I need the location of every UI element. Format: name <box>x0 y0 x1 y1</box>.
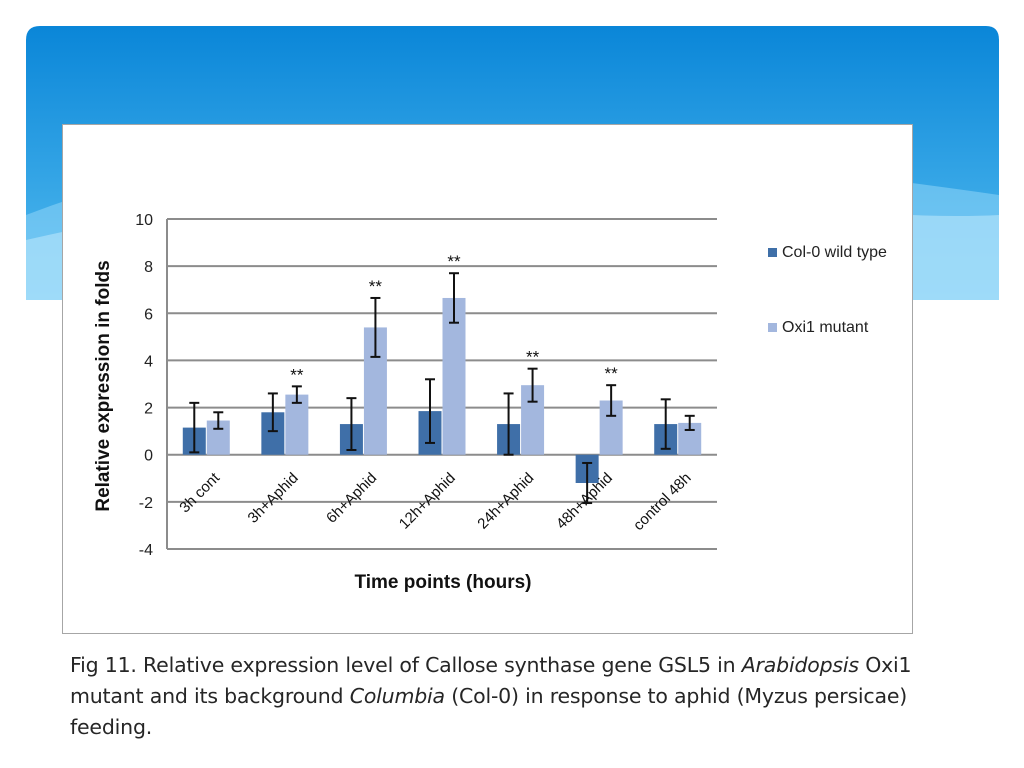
bar <box>442 297 466 455</box>
y-tick-label: 0 <box>144 448 153 465</box>
significance-marker: ** <box>369 277 383 296</box>
caption-prefix: Fig 11. Relative expression level of Cal… <box>70 653 742 677</box>
y-tick-label: 8 <box>144 259 153 276</box>
caption-suffix: (Col-0) in response to aphid (Myzus pers… <box>70 684 908 739</box>
legend-swatch <box>768 248 777 257</box>
bar <box>261 412 285 455</box>
y-tick-label: 10 <box>135 212 153 229</box>
bar <box>206 420 230 455</box>
significance-marker: ** <box>447 252 461 271</box>
x-tick-label: 6h+Aphid <box>323 470 380 527</box>
y-axis-title: Relative expression in folds <box>93 260 114 511</box>
x-tick-label: 3h+Aphid <box>245 470 302 527</box>
error-bars <box>189 272 695 505</box>
bar <box>678 422 702 455</box>
bar <box>285 394 309 455</box>
y-tick-label: -2 <box>139 495 153 512</box>
bar-chart: -4 -2 0 2 4 6 8 10 ** ** ** ** ** 3h cont 3h+Aphid 6h… <box>93 212 887 593</box>
bar <box>599 400 623 455</box>
significance-marker: ** <box>290 365 304 384</box>
figure-caption: Fig 11. Relative expression level of Cal… <box>70 650 990 743</box>
y-tick-label: 2 <box>144 401 153 418</box>
x-tick-label: 3h cont <box>176 469 223 516</box>
legend: Col-0 wild type Oxi1 mutant <box>768 244 887 336</box>
gridlines <box>166 218 717 550</box>
caption-italic-columbia: Columbia <box>349 684 445 708</box>
significance-marker: ** <box>526 348 540 367</box>
bar <box>363 327 387 455</box>
y-tick-label: -4 <box>139 542 153 559</box>
legend-swatch <box>768 323 777 332</box>
y-tick-label: 4 <box>144 353 153 370</box>
bar <box>521 385 545 455</box>
y-tick-label: 6 <box>144 306 153 323</box>
caption-italic-arabidopsis: Arabidopsis <box>741 653 859 677</box>
significance-marker: ** <box>605 364 619 383</box>
caption-middle: Oxi1 mutant and its background <box>70 653 912 708</box>
chart-panel: -4 -2 0 2 4 6 8 10 ** ** ** ** ** 3h cont 3h+Aphid 6h… <box>62 124 913 634</box>
y-tick-labels: -4 -2 0 2 4 6 8 10 <box>135 212 153 559</box>
legend-label: Col-0 wild type <box>782 244 887 261</box>
significance-markers: ** ** ** ** ** <box>290 252 618 384</box>
x-axis-title: Time points (hours) <box>355 572 532 593</box>
legend-label: Oxi1 mutant <box>782 319 869 336</box>
